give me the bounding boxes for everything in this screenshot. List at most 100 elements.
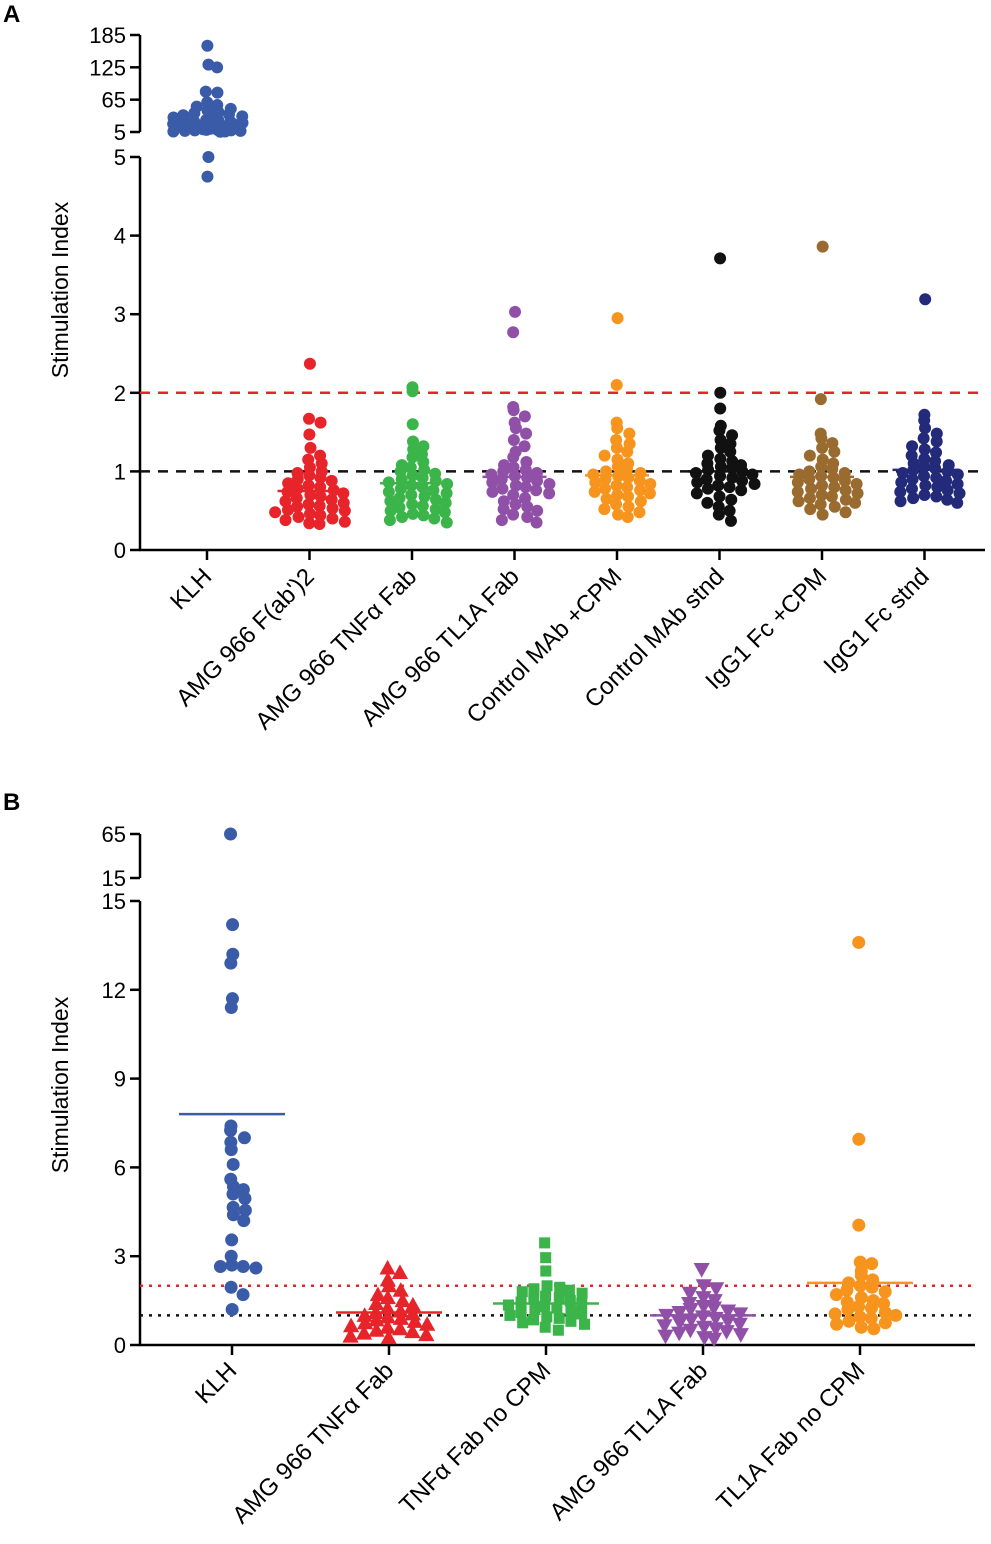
panel-a-point <box>211 86 224 99</box>
panel-b-point <box>867 1322 881 1336</box>
panel-b-point <box>852 1132 866 1146</box>
panel-a-point <box>712 479 725 492</box>
panel-b-point <box>224 1280 238 1294</box>
panel-b-category-label: AMG 966 TNFα Fab <box>227 1357 399 1529</box>
panel-a-point <box>406 469 419 482</box>
panel-a-point <box>530 484 543 497</box>
panel-a-point <box>509 498 522 511</box>
panel-a-point <box>700 473 713 486</box>
panel-a-point <box>519 481 532 494</box>
panel-b-point <box>502 1299 514 1311</box>
panel-b-point <box>852 1218 866 1232</box>
panel-a-point <box>918 470 931 483</box>
panel-a-point <box>303 357 316 370</box>
panel-b-y-tick-label: 9 <box>114 1067 126 1092</box>
panel-a-point <box>816 479 829 492</box>
panel-a-point <box>610 498 623 511</box>
panel-b-point <box>852 1300 866 1314</box>
panel-a-point <box>918 488 931 501</box>
panel-b-point <box>225 1233 239 1247</box>
panel-b-point <box>379 1319 396 1334</box>
panel-b-point <box>695 1279 712 1294</box>
panel-b-point <box>671 1316 688 1331</box>
panel-b-point <box>878 1316 892 1330</box>
panel-b-point <box>527 1314 539 1326</box>
panel-a-point <box>429 503 442 516</box>
panel-b-point <box>828 1307 842 1321</box>
panel-a-point <box>416 471 429 484</box>
panel-a-point <box>384 495 397 508</box>
panel-a-point <box>507 488 520 501</box>
panel-a-point <box>486 485 499 498</box>
panel-a-point <box>919 293 932 306</box>
panel-a-point <box>383 514 396 527</box>
panel-a-point <box>588 485 601 498</box>
panel-a-point <box>714 386 727 399</box>
panel-a-point <box>416 499 429 512</box>
panel-a-point <box>953 487 966 500</box>
panel-a-point <box>611 460 624 473</box>
panel-a-point <box>406 418 419 431</box>
panel-a-point <box>303 507 316 520</box>
panel-b-point <box>853 1279 867 1293</box>
panel-a-point <box>714 460 727 473</box>
panel-a-point <box>292 510 305 523</box>
panel-a-point <box>440 516 453 529</box>
panel-a-point <box>736 474 749 487</box>
panel-b-point <box>406 1313 423 1328</box>
panel-a-point <box>543 477 556 490</box>
panel-b-point <box>656 1319 673 1334</box>
panel-a-point <box>440 487 453 500</box>
panel-b-y-tick-label: 15 <box>102 889 126 914</box>
panel-b-point <box>552 1324 564 1336</box>
panel-a-point <box>202 151 215 163</box>
panel-b-point <box>356 1307 373 1322</box>
panel-b-point <box>565 1305 577 1317</box>
panel-a-point <box>634 484 647 497</box>
panel-a-point <box>906 473 919 486</box>
panel-b-point <box>226 1208 240 1222</box>
panel-a-point <box>621 510 634 523</box>
panel-b-label: B <box>3 789 20 816</box>
panel-b-y-tick-label: 6 <box>114 1155 126 1180</box>
panel-a-point <box>611 312 624 325</box>
panel-a-point <box>940 474 953 487</box>
panel-a-point <box>895 476 908 489</box>
panel-b-point <box>356 1314 374 1330</box>
panel-b-y-tick-label: 12 <box>102 978 126 1003</box>
panel-a-point <box>303 428 316 441</box>
panel-a-point <box>304 441 317 454</box>
panel-a-point <box>723 504 736 517</box>
panel-a-point <box>441 477 454 490</box>
panel-b-point <box>719 1314 737 1330</box>
panel-a-point <box>951 468 964 481</box>
panel-b-point <box>528 1293 540 1305</box>
panel-a-point <box>326 502 339 515</box>
panel-a-point <box>509 305 522 318</box>
panel-b-point <box>576 1308 588 1320</box>
panel-b-point <box>226 1187 240 1201</box>
panel-a-point <box>507 433 520 446</box>
panel-a-point <box>791 476 804 489</box>
panel-b-point <box>404 1296 422 1312</box>
panel-a-point <box>828 500 841 513</box>
panel-a-y-tick-label: 2 <box>114 381 126 406</box>
panel-b-point <box>238 1203 252 1217</box>
panel-a-point <box>214 125 227 138</box>
panel-b-point <box>541 1311 553 1323</box>
panel-a-point <box>599 482 612 495</box>
panel-b-point <box>554 1281 566 1293</box>
panel-b-point <box>236 1288 250 1302</box>
panel-a-point <box>279 514 292 527</box>
panel-b-point <box>418 1326 435 1342</box>
panel-a-point <box>919 479 932 492</box>
panel-a-point <box>269 506 282 519</box>
panel-b-y-tick-label: 0 <box>114 1333 126 1358</box>
panel-b-point <box>657 1329 674 1345</box>
panel-a-point <box>894 485 907 498</box>
panel-b-point <box>719 1304 737 1320</box>
panel-b-point <box>706 1294 723 1309</box>
panel-a-point <box>622 490 635 503</box>
panel-a-point <box>803 492 816 505</box>
panel-a-y-tick-label: 0 <box>114 538 126 563</box>
